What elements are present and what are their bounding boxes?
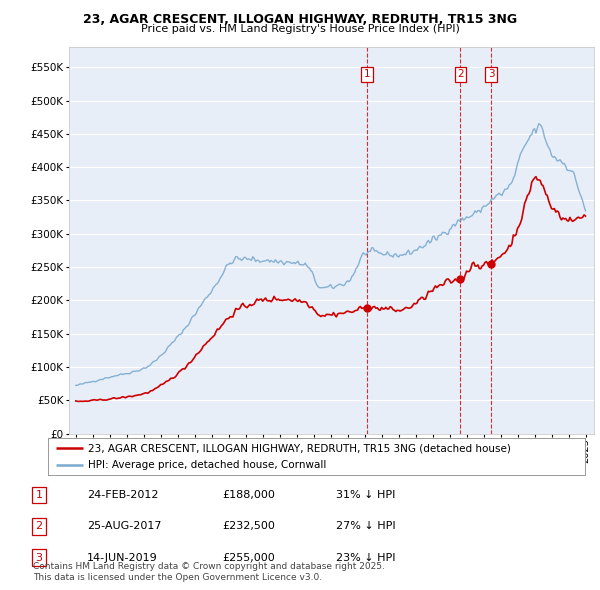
Text: 24-FEB-2012: 24-FEB-2012 xyxy=(87,490,158,500)
Text: HPI: Average price, detached house, Cornwall: HPI: Average price, detached house, Corn… xyxy=(88,460,326,470)
Text: 2: 2 xyxy=(457,69,464,79)
Text: Price paid vs. HM Land Registry's House Price Index (HPI): Price paid vs. HM Land Registry's House … xyxy=(140,24,460,34)
Text: 31% ↓ HPI: 31% ↓ HPI xyxy=(336,490,395,500)
Text: 1: 1 xyxy=(35,490,43,500)
Text: 25-AUG-2017: 25-AUG-2017 xyxy=(87,522,161,531)
Text: Contains HM Land Registry data © Crown copyright and database right 2025.
This d: Contains HM Land Registry data © Crown c… xyxy=(33,562,385,582)
Text: £255,000: £255,000 xyxy=(222,553,275,562)
Text: 23, AGAR CRESCENT, ILLOGAN HIGHWAY, REDRUTH, TR15 3NG (detached house): 23, AGAR CRESCENT, ILLOGAN HIGHWAY, REDR… xyxy=(88,443,511,453)
Text: 3: 3 xyxy=(35,553,43,562)
Text: 14-JUN-2019: 14-JUN-2019 xyxy=(87,553,158,562)
Text: 23% ↓ HPI: 23% ↓ HPI xyxy=(336,553,395,562)
Text: 3: 3 xyxy=(488,69,494,79)
Text: 1: 1 xyxy=(364,69,370,79)
Text: £232,500: £232,500 xyxy=(222,522,275,531)
Text: £188,000: £188,000 xyxy=(222,490,275,500)
Text: 27% ↓ HPI: 27% ↓ HPI xyxy=(336,522,395,531)
Text: 2: 2 xyxy=(35,522,43,531)
Text: 23, AGAR CRESCENT, ILLOGAN HIGHWAY, REDRUTH, TR15 3NG: 23, AGAR CRESCENT, ILLOGAN HIGHWAY, REDR… xyxy=(83,13,517,26)
